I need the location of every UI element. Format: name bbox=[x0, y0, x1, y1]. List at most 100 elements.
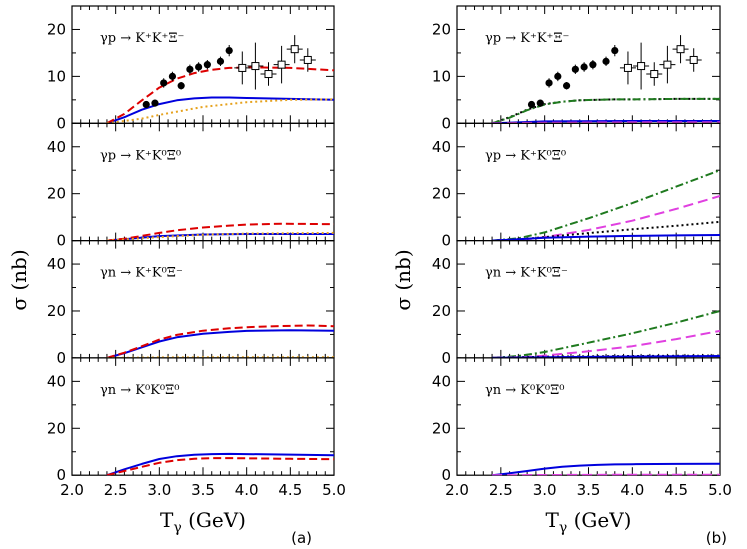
series-group bbox=[106, 452, 334, 476]
reaction-label: γp → K⁺K⁰Ξ⁰ bbox=[485, 148, 566, 163]
panel-frame bbox=[456, 122, 721, 242]
panel-2: 0 20 40 γp → K⁺K⁰Ξ⁰ bbox=[432, 122, 721, 250]
series-group bbox=[491, 35, 720, 124]
series-magenta-dashed bbox=[492, 195, 720, 241]
series-magenta-dashed bbox=[492, 121, 720, 124]
data-point-filled bbox=[527, 100, 536, 109]
series-group bbox=[106, 222, 334, 241]
chart-b: 0 10 20 γp → K⁺K⁺Ξ⁻ 0 20 40 γp → K⁺K⁰Ξ⁰ 0 20 40 γn … bbox=[391, 5, 732, 547]
data-point-open bbox=[290, 45, 299, 54]
x-tick-label: 4.0 bbox=[235, 481, 259, 499]
series-group bbox=[106, 324, 334, 358]
data-point-filled bbox=[160, 79, 168, 87]
series-total bbox=[106, 329, 334, 358]
panel-frame bbox=[71, 5, 335, 124]
y-tick-label: 20 bbox=[47, 20, 66, 38]
series-group bbox=[491, 462, 720, 476]
y-tick-label: 40 bbox=[432, 255, 451, 273]
y-tick-label: 20 bbox=[47, 302, 66, 320]
data-point-filled bbox=[611, 46, 619, 55]
panel-frame bbox=[456, 357, 721, 476]
y-tick-label: 20 bbox=[432, 20, 451, 38]
data-point-filled bbox=[580, 63, 588, 71]
y-tick-label: 0 bbox=[56, 466, 66, 484]
x-tick-label: 2.5 bbox=[489, 481, 513, 499]
x-axis-label: Tγ (GeV) bbox=[546, 508, 632, 536]
chart-a: 0 10 20 γp → K⁺K⁺Ξ⁻ 0 20 40 γp → K⁺K⁰Ξ⁰ 0 20 40 γn … bbox=[7, 5, 346, 547]
series-total bbox=[492, 120, 720, 124]
reaction-label: γn → K⁺K⁰Ξ⁻ bbox=[485, 266, 568, 281]
x-tick-label: 4.0 bbox=[620, 481, 644, 499]
y-tick-label: 40 bbox=[47, 372, 66, 390]
reaction-label: γn → K⁰K⁰Ξ⁰ bbox=[100, 383, 180, 398]
figure-label: (a) bbox=[291, 529, 312, 547]
reaction-label: γp → K⁺K⁰Ξ⁰ bbox=[100, 148, 181, 163]
data-point-open bbox=[689, 55, 698, 64]
data-point-open bbox=[637, 62, 646, 71]
series-red-dashed bbox=[106, 222, 334, 241]
data-point-open bbox=[277, 60, 286, 69]
y-tick-label: 40 bbox=[47, 138, 66, 156]
series-total bbox=[106, 452, 334, 476]
data-point-filled bbox=[195, 63, 203, 71]
series-orange-dotted bbox=[106, 231, 334, 241]
series-red-dashed bbox=[106, 324, 334, 358]
x-tick-label: 5.0 bbox=[322, 481, 346, 499]
y-tick-label: 0 bbox=[441, 232, 451, 250]
x-axis-label: Tγ (GeV) bbox=[160, 508, 246, 536]
y-tick-label: 10 bbox=[47, 67, 66, 85]
y-tick-label: 0 bbox=[441, 349, 451, 367]
panel-1: 0 10 20 γp → K⁺K⁺Ξ⁻ bbox=[47, 5, 335, 132]
y-tick-label: 0 bbox=[56, 114, 66, 132]
data-point-open bbox=[303, 55, 312, 64]
y-tick-label: 40 bbox=[47, 255, 66, 273]
data-point-filled bbox=[545, 79, 553, 87]
x-tick-label: 3.0 bbox=[533, 481, 557, 499]
series-group bbox=[492, 169, 720, 241]
data-point-open bbox=[650, 70, 659, 79]
panel-4: 0 20 40 γn → K⁰K⁰Ξ⁰ bbox=[432, 357, 721, 484]
data-point-open bbox=[251, 62, 260, 71]
y-tick-label: 0 bbox=[441, 466, 451, 484]
series-red-dashed bbox=[106, 457, 334, 476]
panel-4: 0 20 40 γn → K⁰K⁰Ξ⁰ bbox=[47, 357, 335, 484]
panel-1: 0 10 20 γp → K⁺K⁺Ξ⁻ bbox=[432, 5, 721, 132]
data-point-open bbox=[623, 63, 632, 72]
data-point-open bbox=[238, 63, 247, 72]
data-point-open bbox=[676, 45, 685, 54]
series-magenta-dashed bbox=[492, 473, 720, 476]
x-tick-label: 2.0 bbox=[60, 481, 84, 499]
data-point-open bbox=[663, 60, 672, 69]
panel-frame bbox=[71, 122, 335, 242]
panel-3: 0 20 40 γn → K⁺K⁰Ξ⁻ bbox=[432, 240, 721, 367]
x-tick-label: 4.5 bbox=[664, 481, 688, 499]
y-tick-label: 20 bbox=[432, 185, 451, 203]
y-tick-label: 0 bbox=[56, 232, 66, 250]
data-point-filled bbox=[602, 57, 610, 65]
y-axis-label: σ (nb) bbox=[391, 249, 415, 310]
data-point-filled bbox=[186, 65, 194, 73]
series-red-dashed bbox=[106, 66, 334, 124]
x-tick-label: 3.5 bbox=[191, 481, 215, 499]
data-point-open bbox=[264, 70, 273, 79]
data-point-filled bbox=[151, 99, 159, 107]
x-tick-label: 4.5 bbox=[278, 481, 302, 499]
data-point-filled bbox=[216, 57, 225, 65]
reaction-label: γn → K⁺K⁰Ξ⁻ bbox=[100, 266, 183, 281]
y-tick-label: 40 bbox=[432, 138, 451, 156]
data-point-filled bbox=[142, 100, 150, 109]
x-tick-label: 2.5 bbox=[104, 481, 128, 499]
y-tick-label: 20 bbox=[47, 419, 66, 437]
reaction-label: γp → K⁺K⁺Ξ⁻ bbox=[485, 31, 569, 46]
figure-label: (b) bbox=[706, 529, 727, 547]
series-green-dashdot bbox=[492, 310, 720, 358]
x-tick-label: 3.0 bbox=[147, 481, 171, 499]
data-point-filled bbox=[554, 72, 562, 80]
panel-frame bbox=[456, 240, 721, 359]
x-tick-label: 2.0 bbox=[445, 481, 469, 499]
y-tick-label: 0 bbox=[56, 349, 66, 367]
y-tick-label: 40 bbox=[432, 372, 451, 390]
data-point-filled bbox=[203, 61, 211, 69]
y-tick-label: 20 bbox=[432, 419, 451, 437]
